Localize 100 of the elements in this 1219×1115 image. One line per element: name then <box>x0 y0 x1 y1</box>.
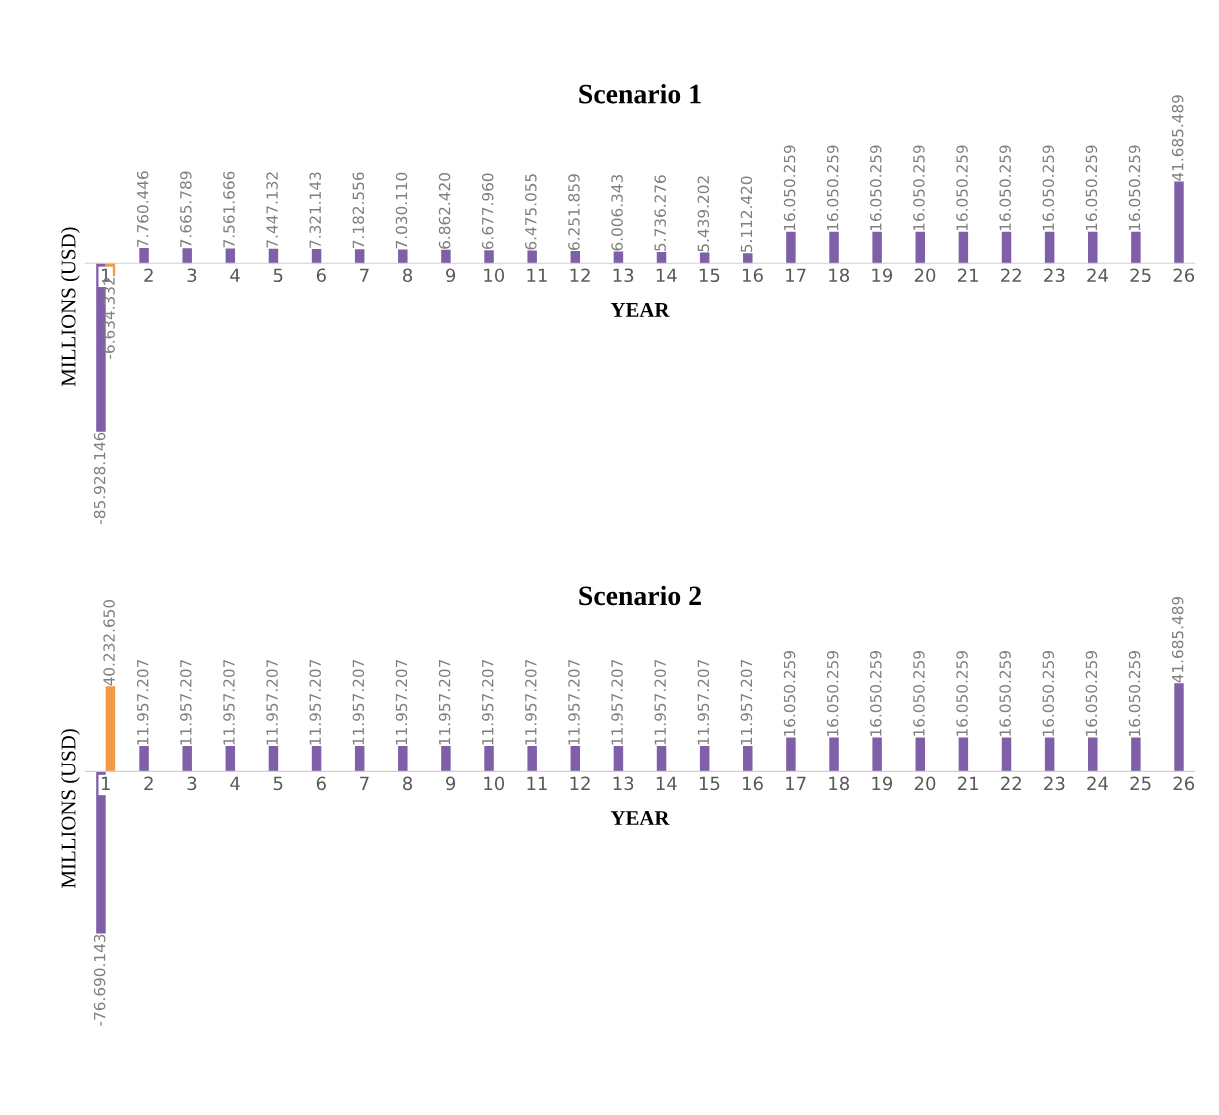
y-axis-title: MILLIONS (USD) <box>60 227 80 387</box>
x-tick-label: 17 <box>786 776 806 790</box>
data-label: 7.447.132 <box>266 172 278 248</box>
bar <box>105 686 116 772</box>
bar <box>915 737 926 772</box>
data-label: 5.112.420 <box>740 176 753 253</box>
bar <box>441 249 451 264</box>
x-tick-label: 2 <box>144 268 153 282</box>
data-label: 16.050.259 <box>956 145 968 231</box>
x-tick-label: 13 <box>613 776 634 791</box>
bar <box>484 250 494 264</box>
bar <box>268 746 279 772</box>
data-label: 40.232.650 <box>103 599 115 686</box>
x-tick-label: 16 <box>743 776 763 791</box>
x-tick-label: 12 <box>570 268 590 282</box>
bar <box>915 231 926 264</box>
x-tick-label: 18 <box>829 776 850 791</box>
x-tick-label: 26 <box>1173 268 1195 283</box>
chart-title: Scenario 1 <box>579 83 701 104</box>
x-tick-label: 19 <box>872 268 893 283</box>
bar <box>398 249 408 264</box>
x-tick-label: 10 <box>484 776 505 791</box>
x-tick-label: 25 <box>1130 776 1151 791</box>
x-tick-label: 9 <box>446 268 456 283</box>
bar <box>829 231 839 264</box>
x-tick-label: 22 <box>1001 776 1021 790</box>
data-label: 11.957.207 <box>654 659 666 745</box>
x-tick-label: 7 <box>360 268 369 282</box>
x-tick-label: 15 <box>699 776 720 791</box>
bar <box>527 250 537 264</box>
x-tick-label: 8 <box>403 776 413 791</box>
x-tick-label: 18 <box>829 268 850 283</box>
bar <box>354 746 365 772</box>
x-tick-label: 1 <box>101 776 110 790</box>
data-label: 16.050.259 <box>1042 651 1055 736</box>
data-label: 5.736.276 <box>654 175 666 251</box>
bar <box>786 737 796 772</box>
x-tick-label: 16 <box>743 268 763 283</box>
data-label: 41.685.489 <box>1171 95 1184 181</box>
bar <box>1174 181 1184 264</box>
x-tick-label: 24 <box>1087 268 1108 282</box>
data-label: -76.690.143 <box>93 934 106 1026</box>
data-label: 6.006.343 <box>611 174 623 251</box>
bar <box>398 746 408 772</box>
data-label: 11.957.207 <box>136 659 149 745</box>
data-label: 7.760.446 <box>136 171 149 247</box>
bar <box>656 252 667 264</box>
x-tick-label: 23 <box>1044 776 1065 791</box>
data-label: 16.050.259 <box>999 651 1011 736</box>
bar <box>311 248 322 264</box>
x-tick-label: 5 <box>273 268 283 283</box>
data-label: 16.050.259 <box>870 651 882 736</box>
data-label: 11.957.207 <box>525 659 537 745</box>
data-label: 11.957.207 <box>223 659 235 745</box>
data-label: -85.928.146 <box>93 432 106 524</box>
data-label: 11.957.207 <box>352 659 365 745</box>
data-label: 16.050.259 <box>826 145 839 231</box>
x-tick-label: 26 <box>1173 776 1195 791</box>
data-label: 11.957.207 <box>266 659 278 745</box>
x-tick-label: 19 <box>872 776 893 791</box>
bar <box>743 746 753 772</box>
x-tick-label: 2 <box>144 776 153 790</box>
data-label: 11.957.207 <box>395 659 408 745</box>
x-tick-label: 14 <box>656 776 677 790</box>
x-tick-label: 9 <box>446 776 456 791</box>
data-label: 16.050.259 <box>1128 651 1141 736</box>
x-axis-title: YEAR <box>610 811 670 825</box>
data-label: 41.685.489 <box>1171 596 1184 683</box>
x-tick-label: 20 <box>914 776 936 791</box>
chart-title: Scenario 2 <box>579 585 701 606</box>
data-label: 11.957.207 <box>611 659 623 745</box>
x-tick-label: 12 <box>570 776 590 790</box>
x-tick-label: 3 <box>187 776 197 791</box>
data-label: 7.030.110 <box>395 172 408 249</box>
x-tick-label: 8 <box>403 268 413 283</box>
data-label: 11.957.207 <box>568 659 580 745</box>
bar <box>743 253 753 264</box>
data-label: 16.050.259 <box>783 651 796 736</box>
data-label: 16.050.259 <box>783 145 796 231</box>
x-tick-label: 21 <box>957 268 978 282</box>
bar <box>1088 231 1098 264</box>
bar <box>268 248 279 264</box>
bar <box>1001 231 1012 264</box>
data-label: 6.251.859 <box>568 174 580 250</box>
bar <box>958 737 969 772</box>
data-label: 16.050.259 <box>913 651 925 736</box>
bar <box>1174 683 1184 772</box>
data-label: 11.957.207 <box>180 659 192 745</box>
data-label: 16.050.259 <box>999 145 1011 231</box>
data-label: 7.665.789 <box>180 171 192 247</box>
bar <box>441 746 451 772</box>
data-label: 6.475.055 <box>525 174 537 250</box>
bar <box>225 248 236 264</box>
data-label: 16.050.259 <box>913 145 925 231</box>
x-axis-title: YEAR <box>610 302 670 317</box>
x-tick-label: 21 <box>957 776 978 790</box>
bar <box>872 231 882 264</box>
bar <box>1001 737 1012 772</box>
bar <box>613 251 624 264</box>
bar <box>786 231 796 264</box>
